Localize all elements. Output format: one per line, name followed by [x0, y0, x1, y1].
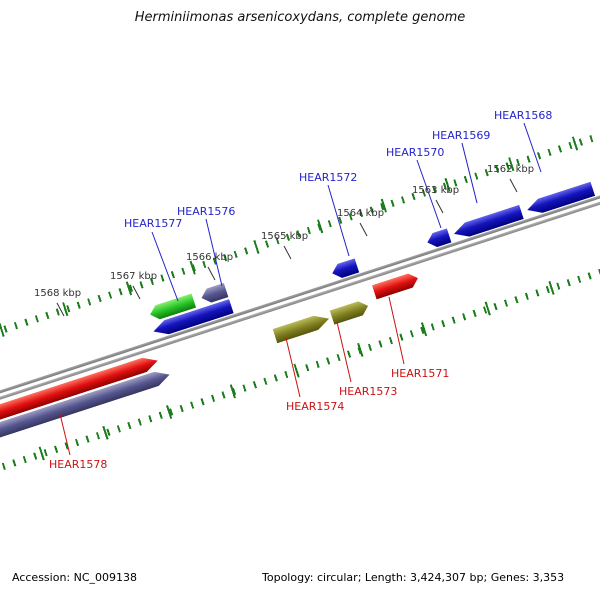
gene-hear1574[interactable] [273, 311, 332, 343]
gene-label-hear1576[interactable]: HEAR1576 [177, 205, 236, 218]
gene-hear1573[interactable] [330, 299, 371, 325]
ruler-label-1568kbp: 1568 kbp [34, 288, 82, 299]
accession-text: Accession: NC_009138 [12, 571, 138, 584]
topology-text: Topology: circular; Length: 3,424,307 bp… [262, 571, 565, 584]
gene-label-hear1578[interactable]: HEAR1578 [49, 458, 108, 471]
ruler-label-1562kbp: 1562 kbp [487, 164, 535, 175]
gene-label-hear1573[interactable]: HEAR1573 [339, 385, 398, 398]
gene-label-hear1577[interactable]: HEAR1577 [124, 217, 183, 230]
map-title: Herminiimonas arsenicoxydans, complete g… [134, 10, 466, 25]
gene-label-hear1569[interactable]: HEAR1569 [432, 129, 491, 142]
gene-label-hear1568[interactable]: HEAR1568 [494, 109, 553, 122]
ruler-label-1563kbp: 1563 kbp [412, 185, 460, 196]
ruler-label-1566kbp: 1566 kbp [186, 252, 234, 263]
gene-label-hear1571[interactable]: HEAR1571 [391, 367, 450, 380]
gene-label-hear1570[interactable]: HEAR1570 [386, 146, 445, 159]
ruler-label-1565kbp: 1565 kbp [261, 231, 309, 242]
gene-label-hear1574[interactable]: HEAR1574 [286, 400, 345, 413]
ruler-label-1564kbp: 1564 kbp [337, 208, 385, 219]
gene-label-hear1572[interactable]: HEAR1572 [299, 171, 358, 184]
ruler-label-1567kbp: 1567 kbp [110, 271, 158, 282]
